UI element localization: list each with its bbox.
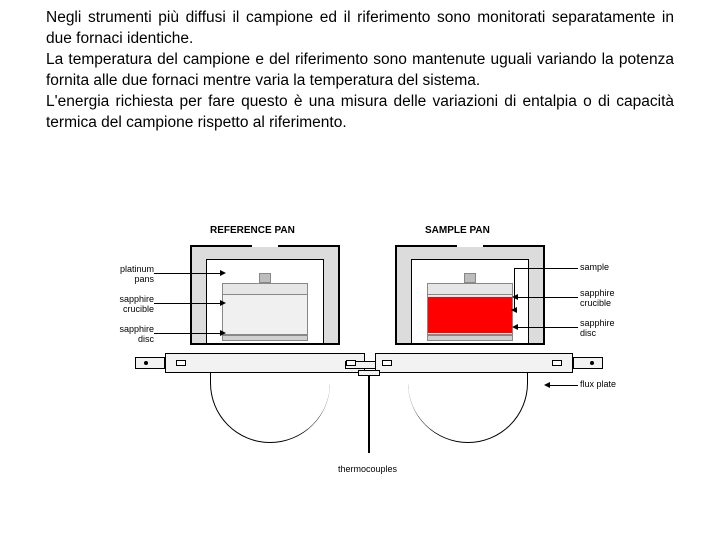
- flux-plate-left-edge: [135, 357, 165, 369]
- leader-crucible-right: [518, 297, 578, 298]
- sample-pan-title: SAMPLE PAN: [425, 225, 490, 236]
- plate-dot-2: [590, 361, 594, 365]
- stem-base: [358, 370, 380, 376]
- reference-pan-title: REFERENCE PAN: [210, 225, 295, 236]
- reference-furnace: [190, 245, 340, 365]
- description-paragraph: Negli strumenti più diffusi il campione …: [46, 8, 674, 134]
- arrow-crucible-right: [512, 294, 518, 300]
- arrow-sample: [511, 307, 517, 313]
- wire-right: [408, 373, 528, 443]
- dsc-diagram: REFERENCE PAN SAMPLE PAN platinumpans: [90, 225, 630, 505]
- sample-lid-opening: [457, 243, 483, 247]
- reference-lid-handle: [259, 273, 271, 283]
- sample-lid-handle: [464, 273, 476, 283]
- leader-disc-right: [518, 327, 578, 328]
- reference-disc: [222, 335, 308, 341]
- label-thermocouples: thermocouples: [338, 465, 397, 475]
- leader-flux-plate: [550, 385, 578, 386]
- sample-material: [428, 297, 512, 333]
- leader-sample-h: [514, 268, 578, 269]
- reference-lid-opening: [252, 243, 278, 247]
- reference-crucible: [222, 295, 308, 335]
- flux-plate-right-edge: [573, 357, 603, 369]
- leader-platinum: [154, 273, 222, 274]
- arrow-flux-plate: [544, 382, 550, 388]
- plate-slot-3: [382, 360, 392, 366]
- label-sample: sample: [580, 263, 609, 273]
- plate-dot-1: [144, 361, 148, 365]
- arrow-disc-right: [512, 324, 518, 330]
- leader-crucible-left: [154, 303, 222, 304]
- flux-plate-right: [375, 353, 573, 373]
- sample-furnace: [395, 245, 545, 365]
- label-sapphire-disc-left: sapphiredisc: [102, 325, 154, 345]
- stem-center: [368, 373, 370, 453]
- plate-slot-2: [346, 360, 356, 366]
- arrow-platinum: [220, 270, 226, 276]
- leader-sample-v: [514, 268, 515, 310]
- label-sapphire-disc-right: sapphiredisc: [580, 319, 615, 339]
- sample-disc: [427, 335, 513, 341]
- wire-left: [210, 373, 330, 443]
- label-sapphire-crucible-left: sapphirecrucible: [102, 295, 154, 315]
- arrow-disc-left: [220, 330, 226, 336]
- label-sapphire-crucible-right: sapphirecrucible: [580, 289, 615, 309]
- sample-pan-top: [427, 283, 513, 295]
- flux-plate-left: [165, 353, 365, 373]
- leader-disc-left: [154, 333, 222, 334]
- paragraph-text: Negli strumenti più diffusi il campione …: [46, 9, 674, 131]
- plate-slot-1: [176, 360, 186, 366]
- label-platinum-pans: platinumpans: [102, 265, 154, 285]
- reference-pan-top: [222, 283, 308, 295]
- arrow-crucible-left: [220, 300, 226, 306]
- label-flux-plate: flux plate: [580, 380, 616, 390]
- plate-slot-4: [552, 360, 562, 366]
